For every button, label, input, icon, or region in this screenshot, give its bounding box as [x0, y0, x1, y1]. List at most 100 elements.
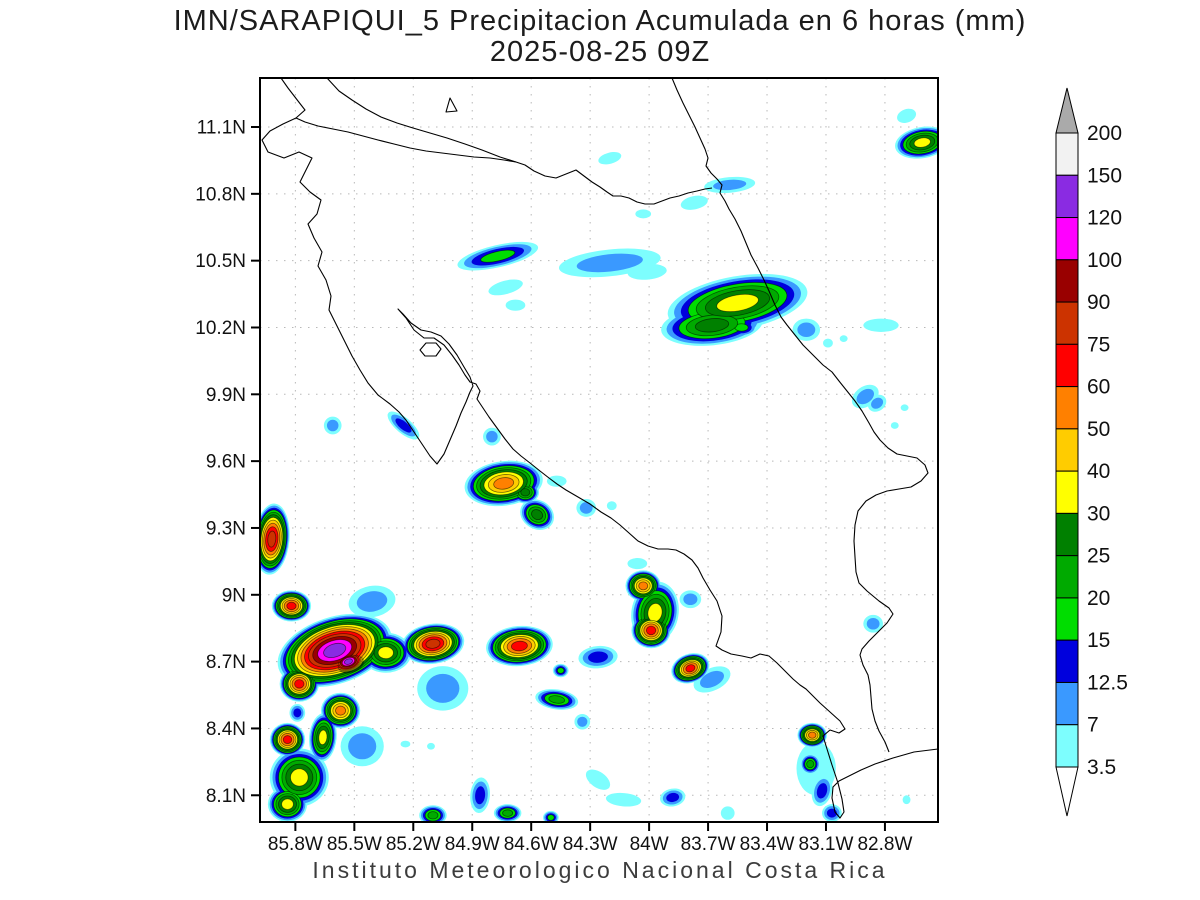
- colorbar-box: [1055, 512, 1079, 557]
- precip-contour-ring: [486, 430, 498, 443]
- precip-contour-ring: [806, 759, 815, 769]
- precip-contour-ring: [797, 322, 816, 337]
- precip-contour-ring: [585, 769, 611, 790]
- lon-tick-label: 84.9W: [445, 834, 500, 855]
- precip-contour-ring: [267, 530, 277, 548]
- precip-contour-ring: [425, 638, 441, 649]
- colorbar-tick-label: 20: [1087, 587, 1110, 610]
- lon-tick-label: 83.7W: [681, 834, 736, 855]
- lat-tick-label: 9.3N: [206, 518, 246, 539]
- axis-ticks-and-labels: 11.1N 10.8N 10.5N 10.2N 9.9N 9.6N 9.3N 9N 8.7N 8.…: [195, 118, 912, 855]
- lat-tick-label: 10.8N: [195, 184, 246, 205]
- colorbar-tick-label: 30: [1087, 502, 1110, 525]
- precip-contour-ring: [863, 318, 899, 332]
- colorbar-tick-label: 100: [1087, 249, 1122, 272]
- precip-contour-ring: [890, 422, 899, 429]
- coastline-pacific-coast: [261, 78, 938, 819]
- precip-contour-ring: [900, 404, 909, 412]
- precip-contour-ring: [286, 601, 297, 611]
- precip-contour-ring: [427, 742, 435, 750]
- precip-contour-ring: [700, 670, 724, 688]
- precip-contour-ring: [293, 708, 302, 718]
- coastline-nicaragua-border-san-juan: [295, 117, 713, 205]
- lat-tick-label: 9.6N: [206, 452, 246, 473]
- lat-tick-label: 11.1N: [197, 118, 246, 139]
- colorbar-tick-label: 7: [1087, 714, 1099, 737]
- precip-contour-ring: [605, 792, 642, 807]
- lat-tick-label: 10.2N: [195, 318, 246, 339]
- map-frame: [259, 77, 939, 823]
- lon-tick-label: 84.6W: [504, 834, 559, 855]
- precip-contour-ring: [546, 475, 567, 487]
- precip-contour-ring: [488, 279, 523, 296]
- precip-contour-ring: [335, 705, 347, 716]
- colorbar-tick-label: 90: [1087, 291, 1110, 314]
- precip-contour-ring: [638, 581, 649, 591]
- colorbar-box: [1055, 301, 1079, 345]
- precip-contour-ring: [577, 716, 588, 727]
- precip-contour-ring: [290, 768, 309, 787]
- precip-contour-ring: [294, 679, 305, 689]
- precip-contour-ring: [343, 658, 353, 665]
- precip-contour-ring: [685, 664, 696, 673]
- lon-tick-label: 85.2W: [386, 834, 441, 855]
- colorbar-tick-label: 75: [1087, 333, 1110, 356]
- lon-tick-label: 85.8W: [268, 834, 323, 855]
- precip-contour-ring: [871, 397, 884, 409]
- colorbar-box: [1055, 470, 1079, 514]
- precip-contour-ring: [913, 137, 931, 148]
- precip-contour-ring: [426, 673, 460, 703]
- lat-tick-label: 8.1N: [206, 786, 246, 807]
- page-subtitle-datetime: 2025-08-25 09Z: [489, 36, 711, 68]
- colorbar-tick-label: 50: [1087, 418, 1110, 441]
- lon-tick-label: 83.4W: [740, 834, 795, 855]
- precip-contour-ring: [323, 642, 347, 659]
- colorbar-box: [1055, 217, 1079, 261]
- colorbar-box: [1055, 259, 1079, 303]
- lon-tick-label: 84.3W: [563, 834, 618, 855]
- precip-contour-ring: [395, 418, 412, 433]
- lat-tick-label: 8.4N: [206, 719, 246, 740]
- precipitation-contours: [260, 108, 938, 822]
- precip-contour-ring: [348, 733, 377, 760]
- colorbar-tick-label: 60: [1087, 376, 1110, 399]
- precip-contour-ring: [480, 249, 516, 263]
- precip-contour-ring: [720, 806, 735, 820]
- colorbar-box: [1055, 724, 1079, 768]
- precip-contour-ring: [683, 593, 698, 606]
- precip-contour-ring: [902, 795, 911, 805]
- colorbar-tick-label: 150: [1087, 164, 1122, 187]
- precip-contour-ring: [547, 814, 555, 821]
- precip-contour-ring: [520, 488, 531, 497]
- precip-contour-ring: [400, 740, 411, 748]
- precip-contour-ring: [680, 195, 708, 210]
- precip-contour-ring: [475, 786, 486, 805]
- precip-contour-ring: [645, 625, 657, 636]
- precip-contour-ring: [694, 318, 730, 333]
- lat-tick-label: 9.9N: [206, 385, 246, 406]
- lon-tick-label: 85.5W: [327, 834, 382, 855]
- precip-contour-ring: [556, 667, 565, 674]
- precip-contour-ring: [808, 731, 817, 739]
- precip-contour-ring: [377, 646, 394, 660]
- precip-contour-ring: [627, 558, 648, 570]
- colorbar-over-arrow: [1055, 87, 1079, 134]
- colorbar-box: [1055, 597, 1079, 641]
- colorbar-tick-label: 200: [1087, 122, 1122, 145]
- precip-contour-ring: [588, 651, 608, 663]
- precip-contour-ring: [897, 108, 917, 123]
- colorbar-under-arrow: [1055, 766, 1079, 817]
- colorbar-box: [1055, 132, 1079, 176]
- colorbar-tick-label: 15: [1087, 629, 1110, 652]
- precip-contour-ring: [856, 388, 874, 405]
- precip-contour-ring: [326, 419, 339, 432]
- precip-contour-ring: [356, 591, 388, 612]
- precip-contour-ring: [866, 617, 880, 630]
- colorbar-box: [1055, 639, 1079, 683]
- colorbar-tick-label: 12.5: [1087, 671, 1128, 694]
- lon-tick-label: 82.8W: [857, 834, 912, 855]
- precip-contour-ring: [531, 509, 544, 521]
- precip-contour-ring: [511, 640, 528, 652]
